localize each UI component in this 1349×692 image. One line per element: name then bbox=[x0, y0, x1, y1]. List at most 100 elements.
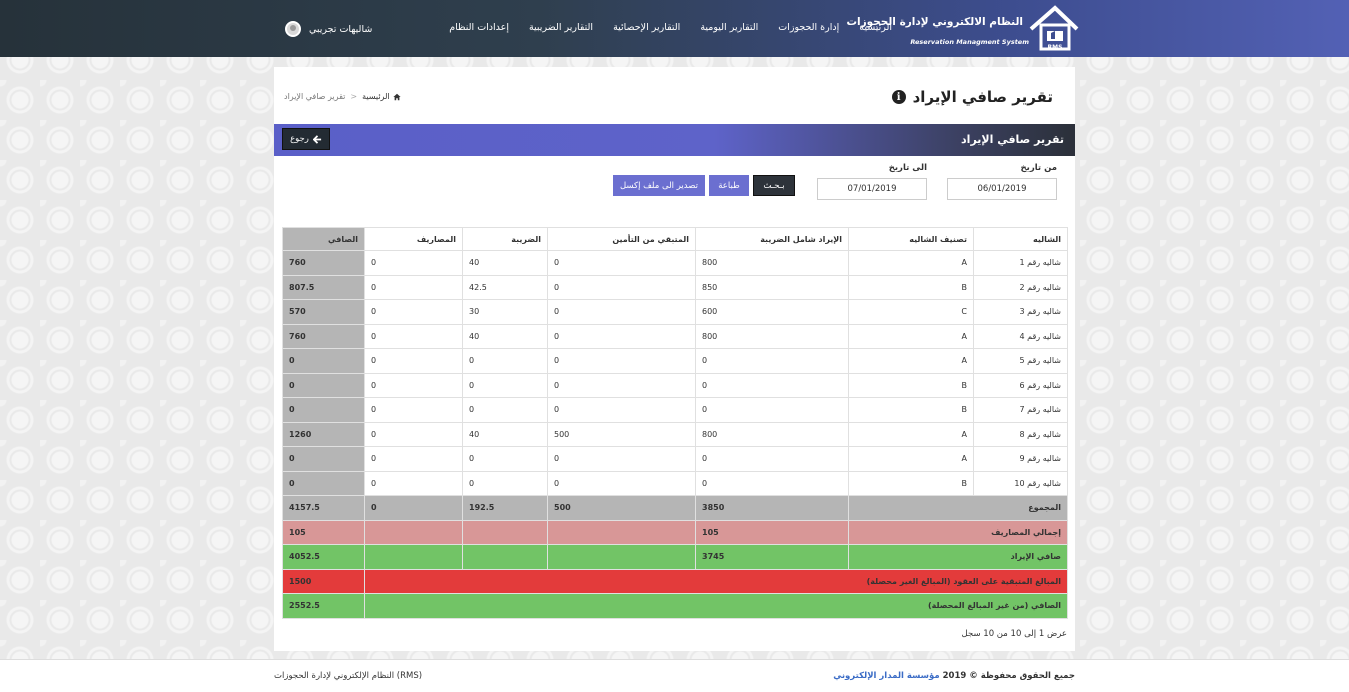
col-header-chalet[interactable]: الشاليه bbox=[973, 227, 1068, 251]
cell-insurance: 0 bbox=[547, 470, 696, 496]
to-date-input[interactable]: 07/01/2019 bbox=[817, 178, 927, 200]
cell-class: C bbox=[848, 299, 974, 325]
home-icon bbox=[393, 93, 401, 100]
table-header-row: الشاليه تصنيف الشاليه الإيراد شامل الضري… bbox=[282, 227, 1068, 251]
total-insurance: 500 bbox=[547, 495, 696, 521]
cell-revenue: 600 bbox=[695, 299, 849, 325]
footer-system-name: النظام الإلكتروني لإدارة الحجوزات (RMS) bbox=[274, 671, 423, 681]
cell-net: 1260 bbox=[282, 421, 365, 447]
main-nav: الرئيسية إدارة الحجوزات التقارير اليومية… bbox=[449, 22, 892, 33]
info-icon[interactable]: i bbox=[891, 90, 906, 104]
table-row: شاليه رقم 4 A 800 0 40 0 760 bbox=[282, 323, 1068, 349]
app-logo[interactable]: النظام الالكتروني لإدارة الحجوزات Reserv… bbox=[846, 5, 1079, 53]
cell-chalet: شاليه رقم 2 bbox=[973, 274, 1068, 300]
footer-copyright: جميع الحقوق محفوظة © 2019 مؤسسة المدار ا… bbox=[833, 671, 1075, 681]
cell-net: 0 bbox=[282, 446, 365, 472]
breadcrumb: تقرير صافي الإيراد > الرئيسية bbox=[284, 92, 401, 101]
cell-insurance: 0 bbox=[547, 397, 696, 423]
cell-chalet: شاليه رقم 9 bbox=[973, 446, 1068, 472]
col-header-revenue[interactable]: الإيراد شامل الضريبة bbox=[695, 227, 849, 251]
net-revenue-empty bbox=[462, 544, 548, 570]
net-revenue-net: 4052.5 bbox=[282, 544, 365, 570]
cell-chalet: شاليه رقم 3 bbox=[973, 299, 1068, 325]
logo-badge: RMS bbox=[1048, 44, 1063, 51]
print-button[interactable]: طباعة bbox=[709, 175, 749, 196]
export-excel-button[interactable]: تصدير الى ملف إكسل bbox=[613, 175, 705, 196]
cell-insurance: 0 bbox=[547, 250, 696, 276]
table-summary: المجموع 3850 500 192.5 0 4157.5 إجمالي ا… bbox=[282, 495, 1068, 619]
expenses-total-empty bbox=[462, 519, 548, 545]
cell-insurance: 0 bbox=[547, 299, 696, 325]
company-link[interactable]: مؤسسة المدار الإلكتروني bbox=[833, 671, 940, 681]
cell-class: A bbox=[848, 421, 974, 447]
user-name: شاليهات تجريبي bbox=[309, 23, 373, 35]
cell-revenue: 0 bbox=[695, 446, 849, 472]
cell-revenue: 850 bbox=[695, 274, 849, 300]
expenses-total-net: 105 bbox=[282, 519, 365, 545]
nav-item-bookings[interactable]: إدارة الحجوزات bbox=[778, 22, 840, 33]
cell-expenses: 0 bbox=[364, 372, 463, 398]
page-title: تقرير صافي الإيراد bbox=[912, 88, 1053, 106]
col-header-expenses[interactable]: المصاريف bbox=[364, 227, 463, 251]
cell-net: 760 bbox=[282, 323, 365, 349]
nav-item-daily-reports[interactable]: التقارير اليومية bbox=[700, 22, 759, 33]
cell-net: 807.5 bbox=[282, 274, 365, 300]
copyright-text: جميع الحقوق محفوظة © 2019 bbox=[942, 671, 1075, 681]
cell-expenses: 0 bbox=[364, 397, 463, 423]
cell-insurance: 500 bbox=[547, 421, 696, 447]
nav-item-tax-reports[interactable]: التقارير الضريبية bbox=[528, 22, 594, 33]
back-button[interactable]: رجوع bbox=[282, 128, 330, 150]
nav-item-settings[interactable]: إعدادات النظام bbox=[449, 22, 509, 33]
final-net-row: الصافي (من غير المبالغ المحصلة) 2552.5 bbox=[282, 593, 1068, 619]
cell-class: B bbox=[848, 372, 974, 398]
cell-class: A bbox=[848, 250, 974, 276]
report-table: الشاليه تصنيف الشاليه الإيراد شامل الضري… bbox=[282, 227, 1068, 619]
cell-class: A bbox=[848, 323, 974, 349]
search-button[interactable]: بـحـث bbox=[753, 175, 795, 196]
net-revenue-row: صافي الإيراد 3745 4052.5 bbox=[282, 544, 1068, 570]
cell-net: 0 bbox=[282, 348, 365, 374]
cell-insurance: 0 bbox=[547, 372, 696, 398]
cell-expenses: 0 bbox=[364, 250, 463, 276]
from-date-input[interactable]: 06/01/2019 bbox=[947, 178, 1057, 200]
cell-tax: 0 bbox=[462, 446, 548, 472]
nav-item-stat-reports[interactable]: التقارير الإحصائية bbox=[613, 22, 681, 33]
col-header-net[interactable]: الصافي bbox=[282, 227, 365, 251]
cell-revenue: 800 bbox=[695, 421, 849, 447]
net-revenue-empty bbox=[547, 544, 696, 570]
cell-expenses: 0 bbox=[364, 299, 463, 325]
user-menu[interactable]: شاليهات تجريبي bbox=[285, 21, 372, 37]
arrow-left-icon bbox=[312, 134, 322, 144]
cell-revenue: 0 bbox=[695, 470, 849, 496]
net-revenue-label: صافي الإيراد bbox=[848, 544, 1068, 570]
app-subtitle: Reservation Managment System bbox=[910, 38, 1029, 46]
cell-class: B bbox=[848, 397, 974, 423]
cell-tax: 0 bbox=[462, 348, 548, 374]
back-label: رجوع bbox=[290, 134, 309, 144]
col-header-insurance[interactable]: المتبقي من التأمين bbox=[547, 227, 696, 251]
cell-chalet: شاليه رقم 10 bbox=[973, 470, 1068, 496]
net-revenue-revenue: 3745 bbox=[695, 544, 849, 570]
final-net-value: 2552.5 bbox=[282, 593, 365, 619]
section-header: تقرير صافي الإيراد رجوع bbox=[274, 124, 1075, 156]
total-label: المجموع bbox=[848, 495, 1068, 521]
cell-revenue: 0 bbox=[695, 348, 849, 374]
table-row: شاليه رقم 8 A 800 500 40 0 1260 bbox=[282, 421, 1068, 447]
footer: جميع الحقوق محفوظة © 2019 مؤسسة المدار ا… bbox=[0, 659, 1349, 692]
cell-revenue: 0 bbox=[695, 372, 849, 398]
cell-tax: 40 bbox=[462, 250, 548, 276]
breadcrumb-home[interactable]: الرئيسية bbox=[362, 92, 401, 101]
col-header-class[interactable]: تصنيف الشاليه bbox=[848, 227, 974, 251]
cell-chalet: شاليه رقم 4 bbox=[973, 323, 1068, 349]
cell-expenses: 0 bbox=[364, 348, 463, 374]
col-header-tax[interactable]: الضريبة bbox=[462, 227, 548, 251]
cell-net: 760 bbox=[282, 250, 365, 276]
expenses-total-revenue: 105 bbox=[695, 519, 849, 545]
section-title: تقرير صافي الإيراد bbox=[961, 133, 1064, 146]
page-title-row: تقرير صافي الإيراد i bbox=[891, 88, 1053, 106]
nav-item-home[interactable]: الرئيسية bbox=[859, 22, 892, 33]
cell-net: 570 bbox=[282, 299, 365, 325]
cell-tax: 40 bbox=[462, 323, 548, 349]
cell-chalet: شاليه رقم 6 bbox=[973, 372, 1068, 398]
